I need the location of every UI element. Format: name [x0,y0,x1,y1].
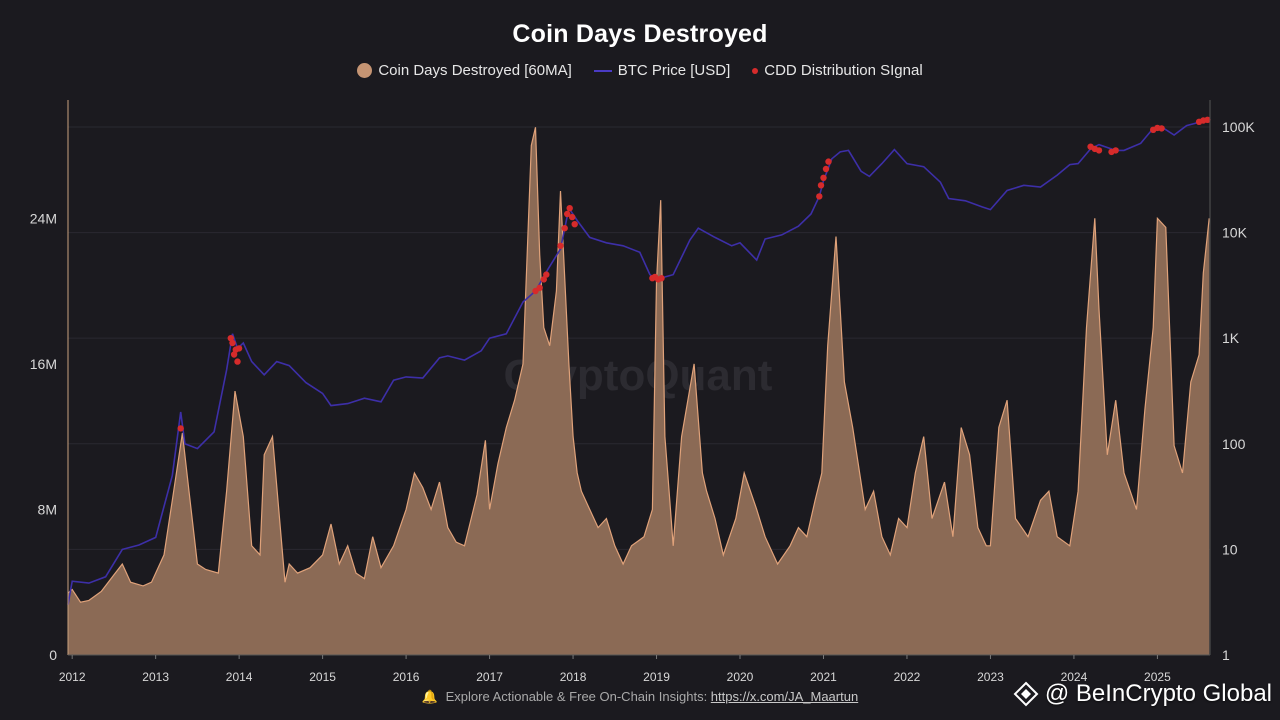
x-tick-2014: 2014 [226,670,253,684]
legend-item-price[interactable]: BTC Price [USD] [593,62,731,79]
chart-title: Coin Days Destroyed [512,20,768,48]
signal-point-5 [234,358,241,365]
x-tick-2018: 2018 [560,670,587,684]
signal-point-16 [571,221,578,228]
signal-point-33 [1158,125,1165,132]
legend-item-signal[interactable]: CDD Distribution SIgnal [752,62,923,79]
signal-point-11 [557,242,564,249]
signal-point-9 [540,276,547,283]
signal-point-15 [569,213,576,221]
chart-legend: Coin Days Destroyed [60MA] BTC Price [US… [0,62,1280,79]
signal-point-13 [564,210,571,218]
footer-link[interactable]: https://x.com/JA_Maartun [710,689,859,704]
legend-label-cdd: Coin Days Destroyed [60MA] [378,62,572,79]
signal-point-23 [820,174,827,181]
y-right-tick-100K: 100K [1222,119,1255,135]
legend-label-signal: CDD Distribution SIgnal [764,62,923,79]
x-tick-2022: 2022 [894,670,921,684]
signal-point-25 [825,158,832,165]
signal-point-20 [658,275,665,282]
y-left-tick-8M: 8M [38,501,57,517]
signal-point-24 [822,165,830,173]
signal-point-14 [566,205,573,212]
y-right-tick-10K: 10K [1222,225,1248,241]
signal-point-22 [817,182,825,189]
price-swatch-icon [593,69,612,72]
y-right-tick-1: 1 [1222,647,1230,663]
x-tick-2015: 2015 [309,670,336,684]
bell-icon: 🔔 [421,689,438,704]
y-left-tick-24M: 24M [30,210,57,226]
x-tick-2023: 2023 [977,670,1004,684]
x-tick-2016: 2016 [393,670,420,684]
signal-swatch-icon [752,67,759,74]
brand-watermark: @ BeInCrypto Global [1013,680,1272,708]
x-tick-2017: 2017 [476,670,503,684]
x-tick-2013: 2013 [142,670,169,684]
y-left-tick-0: 0 [49,647,57,663]
x-tick-2024: 2024 [1061,670,1088,684]
signal-point-0 [177,425,184,432]
brand-text: @ BeInCrypto Global [1044,680,1272,707]
y-right-tick-1K: 1K [1222,330,1240,346]
y-right-tick-10: 10 [1222,541,1238,557]
footer: 🔔 Explore Actionable & Free On-Chain Ins… [0,689,1280,705]
signal-point-12 [561,225,568,232]
cdd-area [68,127,1210,656]
legend-item-cdd[interactable]: Coin Days Destroyed [60MA] [357,62,572,79]
signal-point-21 [816,193,823,200]
diamond-logo-icon [1013,681,1039,707]
cdd-swatch-icon [357,63,373,78]
signal-point-2 [229,339,236,347]
signal-point-36 [1204,116,1211,124]
legend-label-price: BTC Price [USD] [617,62,731,79]
x-tick-2025: 2025 [1144,670,1171,684]
signal-point-30 [1112,147,1119,154]
footer-text: Explore Actionable & Free On-Chain Insig… [445,689,711,704]
signal-point-28 [1095,147,1103,154]
signal-point-3 [230,351,238,358]
signal-point-1 [227,335,234,342]
x-tick-2020: 2020 [727,670,754,684]
y-right-tick-100: 100 [1222,436,1246,452]
x-tick-2021: 2021 [810,670,837,684]
signal-point-8 [536,284,543,291]
cdd-line [67,127,1210,603]
signal-point-10 [543,271,550,278]
x-tick-2012: 2012 [59,670,86,684]
y-left-tick-16M: 16M [30,356,57,372]
signal-point-6 [235,345,243,352]
x-tick-2019: 2019 [643,670,670,684]
